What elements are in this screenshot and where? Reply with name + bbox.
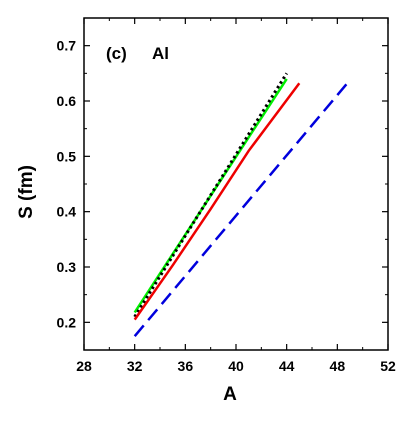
x-tick-label: 48	[330, 358, 346, 374]
y-tick-label: 0.2	[57, 314, 77, 330]
x-tick-label: 44	[279, 358, 295, 374]
y-axis-title: S (fm)	[16, 165, 37, 219]
x-tick-label: 36	[178, 358, 194, 374]
series-line-3	[133, 79, 351, 338]
x-tick-label: 52	[380, 358, 396, 374]
x-tick-label: 28	[76, 358, 92, 374]
series-layer	[133, 72, 351, 338]
ticks-layer: 28 32 36 40 44 48 52 0.2 0.3 0.4 0.5 0.6 0.7	[57, 17, 396, 374]
y-tick-label: 0.5	[57, 148, 77, 164]
x-tick-label: 32	[127, 358, 143, 374]
element-label: Al	[152, 44, 169, 63]
panel-label: (c)	[106, 44, 127, 63]
y-tick-label: 0.3	[57, 259, 77, 275]
y-tick-label: 0.6	[57, 93, 77, 109]
x-tick-label: 40	[228, 358, 244, 374]
y-tick-label: 0.7	[57, 38, 77, 54]
plot-frame	[83, 17, 389, 351]
series-line-2	[133, 82, 301, 321]
x-axis-title: A	[223, 384, 237, 405]
y-tick-label: 0.4	[57, 204, 77, 220]
series-line-1	[133, 72, 288, 318]
